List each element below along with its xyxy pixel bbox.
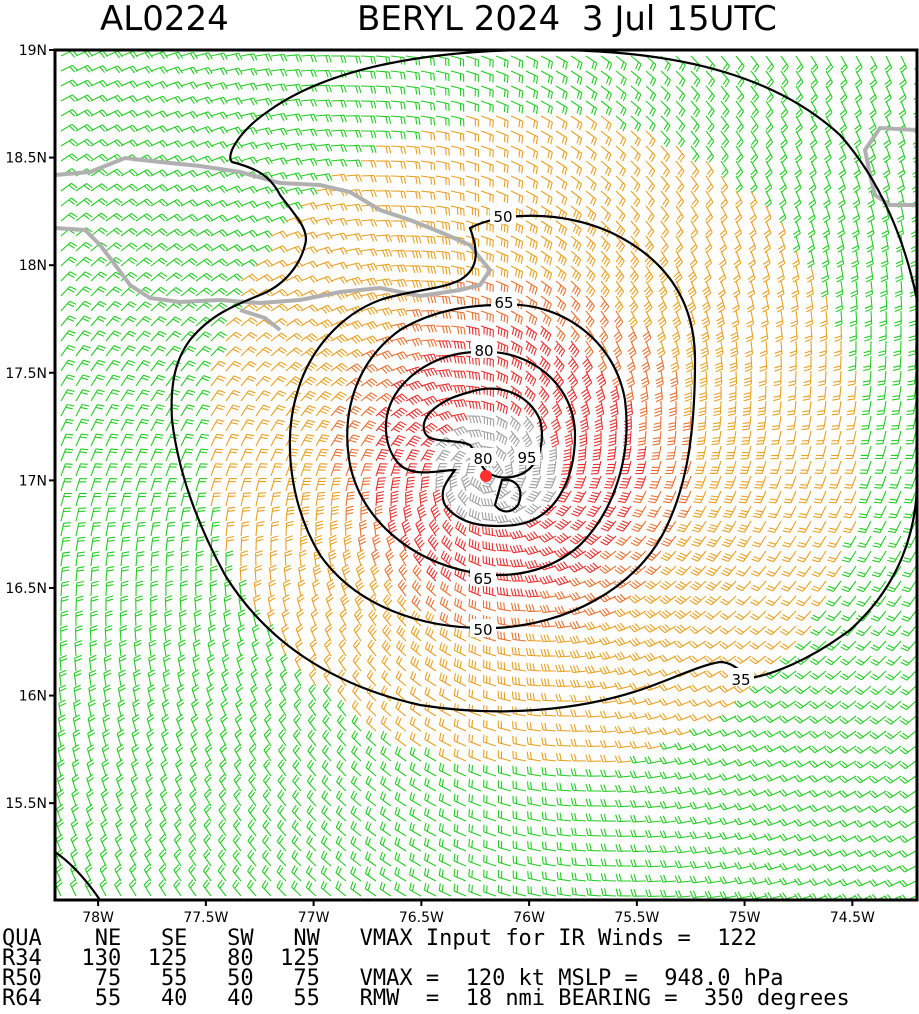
longitude-axis: 78W 77.5W 77W 76.5W 76W 75.5W 75W 74.5W — [82, 900, 875, 926]
contour-80-outer — [384, 350, 577, 528]
contour-label-50-top: 50 — [493, 208, 512, 226]
wind-barbs — [55, 50, 917, 900]
lat-tick-label: 16N — [19, 689, 47, 705]
contour-80-inner — [493, 478, 522, 513]
contour-label-35: 35 — [731, 671, 750, 689]
lon-tick-label: 77.5W — [183, 910, 228, 926]
storm-center-marker — [480, 470, 492, 482]
storm-title: BERYL 2024 3 Jul 15UTC — [357, 0, 777, 39]
lat-tick-label: 18.5N — [5, 151, 47, 167]
contour-label-65-top: 65 — [494, 294, 513, 312]
lat-tick-label: 17N — [19, 473, 47, 489]
footer-line-1: QUA NE SE SW NW VMAX Input for IR Winds … — [2, 926, 757, 951]
contour-35 — [170, 50, 917, 713]
footer-line-2: R34 130 125 80 125 — [2, 946, 320, 971]
contour-label-65-bottom: 65 — [473, 570, 492, 588]
contour-50 — [288, 214, 697, 630]
footer-line-3: R50 75 55 50 75 VMAX = 120 kt MSLP = 948… — [2, 966, 783, 991]
lat-tick-label: 15.5N — [5, 796, 47, 812]
latitude-axis: 19N 18.5N 18N 17.5N 17N 16.5N 16N 15.5N — [5, 43, 55, 812]
lon-tick-label: 76W — [513, 910, 545, 926]
contour-labels: 35 50 65 80 95 80 65 50 — [470, 206, 754, 689]
contour-label-95: 95 — [517, 449, 536, 467]
lon-tick-label: 74.5W — [830, 910, 875, 926]
footer-stats: QUA NE SE SW NW VMAX Input for IR Winds … — [2, 926, 850, 1011]
contour-sw-corner — [55, 851, 101, 900]
lon-tick-label: 76.5W — [399, 910, 444, 926]
lat-tick-label: 17.5N — [5, 366, 47, 382]
coastline — [55, 125, 917, 332]
contour-label-80-top: 80 — [474, 342, 493, 360]
footer-line-4: R64 55 40 40 55 RMW = 18 nmi BEARING = 3… — [2, 986, 850, 1011]
plot-frame — [53, 48, 919, 902]
lat-tick-label: 16.5N — [5, 581, 47, 597]
storm-id: AL0224 — [100, 0, 229, 39]
lon-tick-label: 75.5W — [614, 910, 659, 926]
lon-tick-label: 77W — [298, 910, 330, 926]
lon-tick-label: 78W — [82, 910, 114, 926]
lat-tick-label: 18N — [19, 258, 47, 274]
lat-tick-label: 19N — [19, 43, 47, 59]
contour-label-80-inner: 80 — [473, 450, 492, 468]
lon-tick-label: 75W — [729, 910, 761, 926]
contour-label-50-bottom: 50 — [473, 621, 492, 639]
